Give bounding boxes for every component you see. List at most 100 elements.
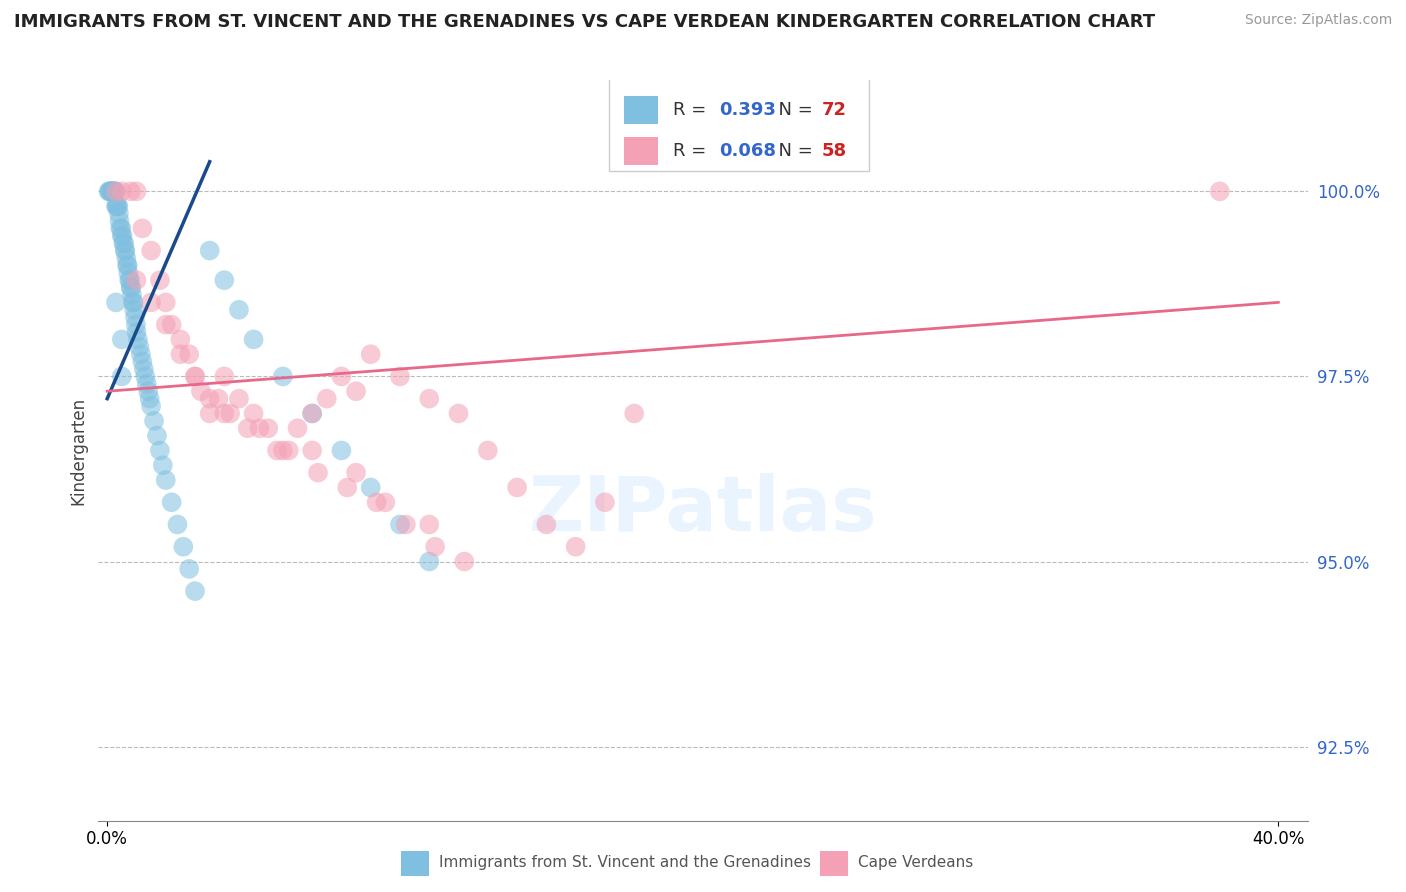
- Point: [179, 347, 201, 361]
- Point: [107, 199, 129, 213]
- Point: [134, 369, 156, 384]
- Point: [214, 273, 236, 287]
- Point: [418, 555, 440, 569]
- Point: [104, 185, 127, 199]
- Point: [366, 495, 388, 509]
- Point: [139, 399, 162, 413]
- Point: [172, 540, 194, 554]
- Point: [190, 384, 212, 399]
- Point: [107, 199, 129, 213]
- Point: [131, 221, 153, 235]
- Point: [125, 185, 148, 199]
- Point: [184, 369, 207, 384]
- Text: R =: R =: [673, 101, 711, 119]
- Y-axis label: Kindergarten: Kindergarten: [69, 396, 87, 505]
- Text: 72: 72: [821, 101, 846, 119]
- Point: [103, 185, 125, 199]
- Point: [115, 259, 138, 273]
- Point: [152, 458, 174, 473]
- Point: [214, 407, 236, 421]
- Point: [360, 481, 382, 495]
- Point: [453, 555, 475, 569]
- Point: [114, 244, 136, 258]
- Point: [131, 354, 153, 368]
- Point: [155, 295, 177, 310]
- Point: [536, 517, 558, 532]
- Point: [117, 266, 139, 280]
- Point: [108, 206, 131, 220]
- Text: Cape Verdeans: Cape Verdeans: [858, 855, 973, 870]
- Text: 0.393: 0.393: [718, 101, 776, 119]
- Point: [1209, 185, 1232, 199]
- Point: [125, 318, 148, 332]
- Point: [120, 280, 142, 294]
- Point: [277, 443, 299, 458]
- Point: [423, 540, 446, 554]
- Point: [160, 318, 183, 332]
- Point: [301, 443, 323, 458]
- Point: [198, 392, 221, 406]
- Point: [125, 325, 148, 339]
- Point: [184, 584, 207, 599]
- Point: [127, 333, 149, 347]
- FancyBboxPatch shape: [609, 78, 869, 170]
- Point: [593, 495, 616, 509]
- Point: [138, 392, 160, 406]
- Point: [118, 273, 141, 287]
- Point: [242, 407, 264, 421]
- Text: Immigrants from St. Vincent and the Grenadines: Immigrants from St. Vincent and the Gren…: [439, 855, 811, 870]
- Point: [214, 369, 236, 384]
- Point: [228, 302, 250, 317]
- Point: [114, 244, 136, 258]
- Point: [122, 295, 145, 310]
- Point: [447, 407, 470, 421]
- Point: [564, 540, 586, 554]
- Point: [271, 369, 294, 384]
- Point: [271, 443, 294, 458]
- Point: [101, 185, 124, 199]
- Point: [301, 407, 323, 421]
- Text: 58: 58: [821, 142, 846, 160]
- Point: [344, 384, 367, 399]
- Point: [219, 407, 242, 421]
- Point: [120, 185, 142, 199]
- Point: [198, 244, 221, 258]
- Text: IMMIGRANTS FROM ST. VINCENT AND THE GRENADINES VS CAPE VERDEAN KINDERGARTEN CORR: IMMIGRANTS FROM ST. VINCENT AND THE GREN…: [14, 13, 1156, 31]
- Point: [101, 185, 124, 199]
- Point: [117, 259, 139, 273]
- Point: [266, 443, 288, 458]
- Point: [179, 562, 201, 576]
- Point: [388, 369, 411, 384]
- Point: [105, 199, 128, 213]
- Point: [169, 347, 191, 361]
- Point: [418, 517, 440, 532]
- Point: [136, 384, 159, 399]
- Point: [111, 369, 134, 384]
- Point: [98, 185, 121, 199]
- Point: [139, 244, 162, 258]
- Point: [395, 517, 418, 532]
- Point: [100, 185, 122, 199]
- Text: 0.068: 0.068: [718, 142, 776, 160]
- Point: [330, 443, 353, 458]
- Point: [207, 392, 229, 406]
- Point: [104, 199, 127, 213]
- Text: ZIPatlas: ZIPatlas: [529, 473, 877, 547]
- Point: [149, 443, 172, 458]
- Point: [139, 295, 162, 310]
- Point: [103, 185, 125, 199]
- Point: [112, 236, 135, 251]
- Point: [287, 421, 309, 435]
- Point: [125, 273, 148, 287]
- Text: N =: N =: [768, 142, 818, 160]
- Point: [98, 185, 121, 199]
- Bar: [624, 136, 658, 165]
- Point: [120, 280, 142, 294]
- Point: [124, 310, 146, 325]
- Point: [330, 369, 353, 384]
- Point: [169, 333, 191, 347]
- Point: [249, 421, 271, 435]
- Point: [506, 481, 529, 495]
- Point: [198, 407, 221, 421]
- Point: [143, 414, 166, 428]
